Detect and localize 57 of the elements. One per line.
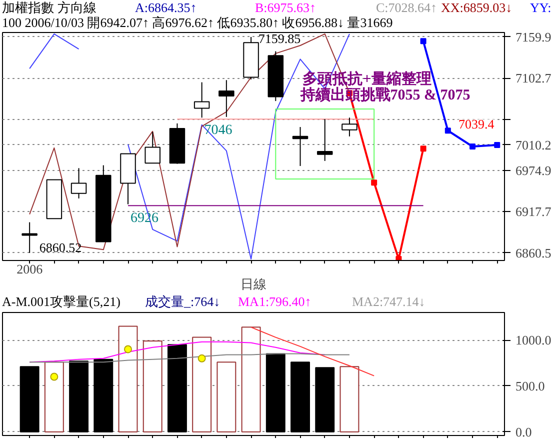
text: MA2:747.14↓ [352,294,426,309]
text: MA1:796.40↑ [238,294,312,309]
text: C:7028.64↑ [376,0,438,15]
y-tick-label: 6860.5 [516,245,552,260]
point [50,372,58,381]
bar [290,362,310,432]
annotation: 7159.85 [258,30,301,46]
point [420,38,426,44]
bar [20,366,40,432]
point [124,345,132,354]
chart-title: 加權指數 方向線 [2,0,96,15]
candlestick [342,117,358,137]
bar [340,366,360,432]
y-tick-label: 7159.9 [516,29,552,44]
candlestick [194,82,210,118]
bar [142,340,162,432]
bar [216,362,236,432]
annotation: 6860.52 [39,240,82,256]
x-axis-title: 日線 [240,276,266,292]
bar [315,367,335,432]
line-series [29,353,350,363]
text: YY: [530,0,552,15]
point [494,142,500,148]
annotation: 7039.4 [458,116,495,132]
y-tick-label: 7102.7 [516,70,552,86]
y-tick-label: 1000.0 [516,332,552,348]
y-tick-label: 0.0 [516,424,532,440]
bar [69,360,89,432]
bar [167,344,187,432]
point [198,354,206,362]
candlestick [70,168,87,199]
point [420,146,426,152]
y-tick-label: 6974.9 [516,162,552,178]
bar [266,353,286,432]
bar [192,336,212,432]
chart-subtitle: 100 2006/10/03 開6942.07↑ 高6976.62↑ 低6935.80↑ 收6956.88↓ 量31669 [1,15,393,30]
text: XX:6859.03↓ [441,0,512,15]
text: B:6975.63↑ [255,0,316,15]
candlestick [316,118,333,162]
bar [241,326,261,432]
point [470,144,476,150]
chart-title: A-M.001攻擊量(5,21) [2,294,120,309]
bar [44,362,64,432]
candlestick [292,126,308,166]
y-tick-label: 6917.7 [516,204,552,220]
text: A:6864.35↑ [135,0,197,15]
text: 成交量_:764↓ [145,294,220,309]
bar [118,326,138,432]
point [371,180,378,186]
point [444,128,451,134]
bar [94,358,114,432]
x-tick-label: 2006 [16,262,44,276]
candlestick [218,80,234,118]
candlestick [144,132,160,164]
line-series [250,326,375,376]
y-tick-label: 500.0 [516,378,545,394]
y-tick-label: 7010.2 [516,137,552,152]
